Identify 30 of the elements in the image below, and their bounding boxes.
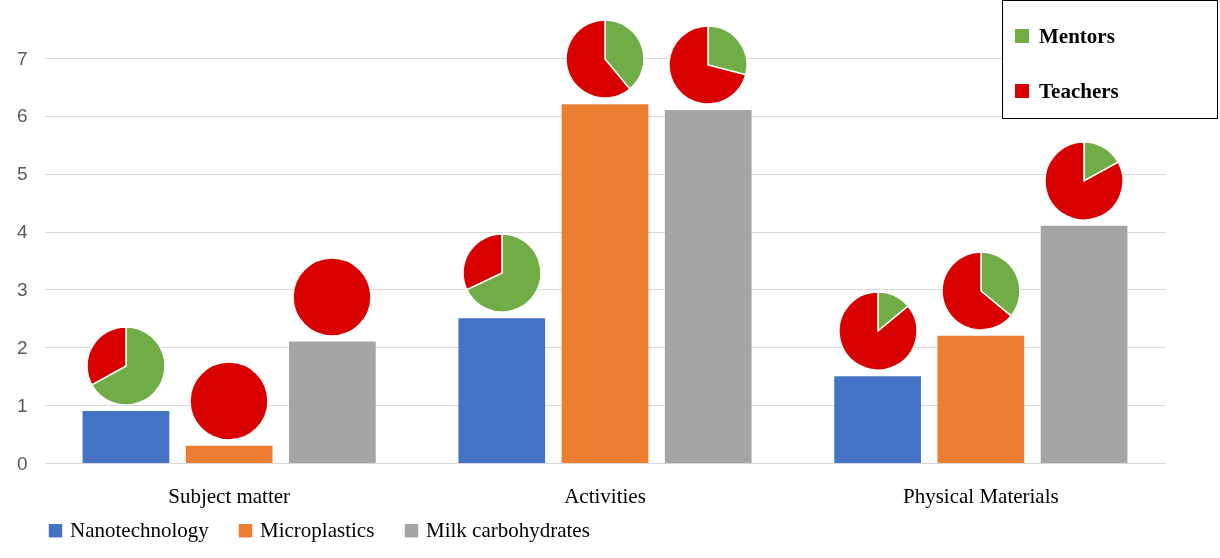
bar: [458, 318, 546, 463]
legend-label: Microplastics: [260, 517, 375, 542]
x-tick-label: Physical Materials: [902, 483, 1059, 508]
x-tick-label: Activities: [564, 483, 646, 508]
y-tick-label: 1: [16, 394, 28, 416]
y-tick-label: 6: [16, 105, 28, 127]
bar: [664, 110, 752, 463]
bar: [82, 410, 170, 463]
pie-slice: [91, 326, 165, 405]
bar: [561, 104, 649, 463]
bar: [937, 335, 1025, 463]
bar: [1040, 225, 1128, 463]
legend-label: Milk carbohydrates: [426, 517, 590, 542]
y-tick-label: 2: [16, 336, 28, 358]
bar: [185, 445, 273, 463]
pie-slice: [838, 292, 917, 371]
pie-slice: [465, 234, 541, 313]
x-tick-label: Subject matter: [168, 483, 291, 508]
legend-label: Mentors: [1039, 23, 1115, 49]
pie-slice: [1045, 141, 1124, 220]
y-tick-label: 5: [16, 163, 28, 185]
y-tick-label: 7: [16, 47, 28, 69]
y-tick-label: 0: [16, 452, 28, 474]
y-tick-label: 4: [16, 221, 28, 243]
legend-label: Nanotechnology: [70, 517, 210, 542]
legend-label: Teachers: [1039, 78, 1119, 104]
pie-slice: [669, 26, 747, 105]
y-tick-label: 3: [16, 278, 28, 300]
bar: [289, 341, 376, 463]
bar: [834, 376, 921, 463]
